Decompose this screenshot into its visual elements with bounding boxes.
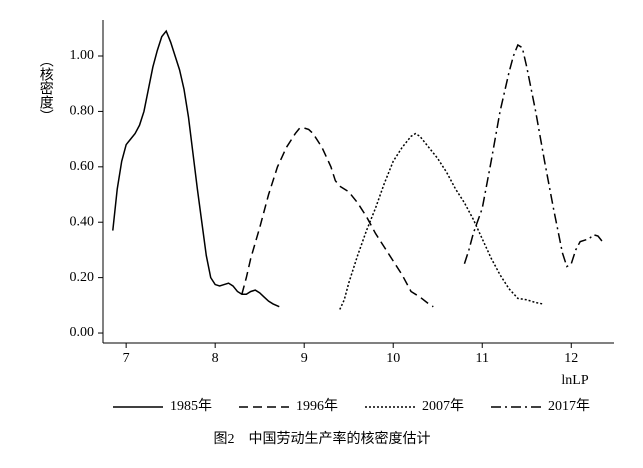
- y-tick-label: 0.00: [70, 325, 95, 340]
- x-tick-label: 11: [476, 351, 489, 366]
- legend-label: 1996年: [296, 398, 338, 414]
- y-tick-label: 0.40: [70, 214, 95, 229]
- caption: 图2 中国劳动生产率的核密度估计: [214, 430, 431, 447]
- legend-label: 2017年: [548, 398, 590, 414]
- x-tick-label: 9: [301, 351, 308, 366]
- x-tick-label: 10: [386, 351, 400, 366]
- y-tick-label: 0.20: [70, 270, 95, 285]
- series-line: [339, 132, 543, 310]
- series-line: [241, 127, 434, 308]
- legend-label: 1985年: [170, 398, 212, 414]
- series-line: [112, 29, 280, 308]
- legend-label: 2007年: [422, 398, 464, 414]
- y-tick-label: 1.00: [70, 48, 95, 63]
- y-tick-label: 0.60: [70, 159, 95, 174]
- y-axis-label: （核密度）: [38, 53, 54, 123]
- series-line: [463, 43, 604, 268]
- x-axis-label: lnLP: [561, 373, 588, 388]
- y-tick-label: 0.80: [70, 104, 95, 119]
- x-tick-label: 8: [212, 351, 219, 366]
- x-tick-label: 12: [564, 351, 578, 366]
- x-tick-label: 7: [123, 351, 130, 366]
